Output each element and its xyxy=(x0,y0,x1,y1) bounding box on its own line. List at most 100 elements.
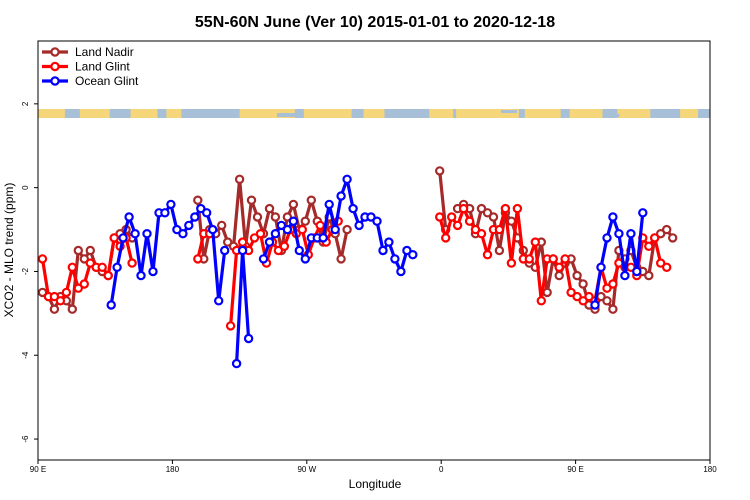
data-point xyxy=(470,224,481,235)
data-point xyxy=(318,233,328,243)
map-strip-detail xyxy=(500,110,517,113)
data-point xyxy=(608,279,618,289)
data-point xyxy=(288,199,299,210)
data-point xyxy=(225,321,236,331)
y-tick-label: -4 xyxy=(21,351,30,359)
map-strip-land xyxy=(239,109,295,118)
data-point xyxy=(127,258,137,268)
data-point xyxy=(378,245,388,256)
data-point xyxy=(602,296,612,306)
legend-item: Land Nadir xyxy=(42,45,134,59)
data-point xyxy=(524,254,535,264)
data-point xyxy=(494,245,505,256)
data-point xyxy=(249,233,260,243)
map-strip-land xyxy=(79,109,110,118)
data-point xyxy=(222,237,233,247)
series-land-glint xyxy=(37,203,672,331)
data-point xyxy=(488,212,499,222)
data-point xyxy=(572,291,582,302)
data-point xyxy=(282,224,293,235)
data-point xyxy=(279,241,290,251)
plot-frame xyxy=(37,40,711,461)
map-strip-land xyxy=(303,109,352,118)
data-point xyxy=(590,300,600,310)
data-point xyxy=(118,233,128,243)
data-point xyxy=(97,262,107,272)
data-point xyxy=(270,228,281,239)
x-tick-label: 180 xyxy=(703,465,717,474)
data-point xyxy=(201,208,212,218)
data-point xyxy=(103,270,113,281)
data-point xyxy=(566,287,576,298)
y-tick-label: 0 xyxy=(21,185,30,190)
data-point xyxy=(243,333,254,344)
data-point xyxy=(560,254,570,264)
data-point xyxy=(237,237,248,247)
data-point xyxy=(258,254,269,264)
data-point xyxy=(85,258,96,268)
series-layer xyxy=(37,166,678,369)
data-point xyxy=(336,191,346,201)
legend-label: Land Glint xyxy=(75,60,130,74)
data-point xyxy=(306,195,316,205)
data-point xyxy=(264,237,275,247)
map-strip-land xyxy=(617,109,651,118)
data-point xyxy=(252,212,263,222)
data-point xyxy=(638,208,648,218)
data-point xyxy=(584,291,594,302)
data-point xyxy=(512,203,523,214)
data-point xyxy=(37,287,48,298)
data-point xyxy=(49,304,60,314)
data-point xyxy=(530,237,541,247)
data-point xyxy=(136,270,146,281)
legend-marker xyxy=(50,61,60,72)
data-point xyxy=(184,220,194,231)
data-point xyxy=(464,216,475,226)
data-point xyxy=(390,254,400,264)
data-point xyxy=(435,212,445,222)
data-point xyxy=(614,228,624,239)
data-point xyxy=(608,304,618,314)
data-point xyxy=(548,254,558,264)
data-point xyxy=(602,283,612,293)
data-point xyxy=(264,203,275,214)
y-tick-label: -6 xyxy=(21,435,30,443)
data-point xyxy=(300,216,310,226)
legend-item: Land Glint xyxy=(42,60,130,74)
y-tick-label: 2 xyxy=(21,101,30,106)
data-point xyxy=(79,279,90,289)
map-strip xyxy=(38,109,710,118)
data-point xyxy=(482,249,493,260)
data-point xyxy=(458,203,469,214)
data-point xyxy=(494,224,505,235)
data-point xyxy=(273,245,284,256)
data-point xyxy=(178,228,188,239)
legend-label: Ocean Glint xyxy=(75,74,139,88)
data-point xyxy=(348,203,358,214)
data-point xyxy=(608,212,618,222)
series-ocean-glint xyxy=(106,174,648,369)
data-point xyxy=(336,254,346,264)
data-point xyxy=(626,228,636,239)
data-point xyxy=(572,270,582,281)
data-point xyxy=(542,287,552,298)
data-point xyxy=(506,258,517,268)
map-strip-detail xyxy=(276,113,297,117)
data-point xyxy=(294,245,304,256)
data-point xyxy=(372,216,382,226)
data-point xyxy=(160,208,170,218)
data-point xyxy=(330,224,340,235)
data-point xyxy=(166,199,176,210)
data-point xyxy=(366,212,376,222)
data-point xyxy=(73,283,84,293)
map-strip-land xyxy=(524,109,561,118)
data-point xyxy=(644,241,654,251)
data-point xyxy=(106,300,116,310)
data-point xyxy=(193,254,203,264)
data-point xyxy=(37,254,48,264)
data-point xyxy=(213,296,224,306)
y-axis: 2 0 -2 -4 -6 xyxy=(21,101,38,443)
data-point xyxy=(596,262,606,272)
data-point xyxy=(288,216,299,226)
